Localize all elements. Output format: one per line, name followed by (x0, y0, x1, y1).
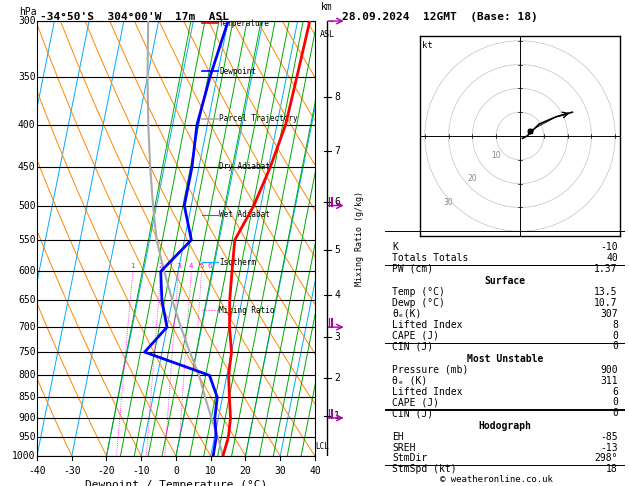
Text: 0: 0 (612, 330, 618, 341)
Text: 20: 20 (467, 174, 477, 183)
Text: Wet Adiabat: Wet Adiabat (219, 210, 270, 219)
Text: Hodograph: Hodograph (479, 421, 532, 431)
Text: 40: 40 (606, 253, 618, 263)
Text: 850: 850 (18, 392, 36, 402)
Text: 700: 700 (18, 322, 36, 332)
Text: ASL: ASL (320, 30, 335, 39)
Text: -30: -30 (63, 466, 81, 476)
Text: 300: 300 (18, 16, 36, 26)
Text: 8: 8 (612, 320, 618, 330)
Text: -20: -20 (97, 466, 115, 476)
Text: 307: 307 (600, 309, 618, 319)
Text: 1: 1 (131, 263, 135, 269)
Text: PW (cm): PW (cm) (392, 264, 433, 274)
Text: 500: 500 (18, 201, 36, 210)
Text: kt: kt (423, 41, 433, 50)
Text: Totals Totals: Totals Totals (392, 253, 469, 263)
Text: 298°: 298° (594, 453, 618, 464)
Text: 0: 0 (612, 342, 618, 351)
Text: 10: 10 (205, 466, 216, 476)
Text: 0: 0 (612, 408, 618, 418)
Text: 10.7: 10.7 (594, 298, 618, 308)
Text: 2: 2 (159, 263, 163, 269)
Text: StmSpd (kt): StmSpd (kt) (392, 464, 457, 474)
Text: Lifted Index: Lifted Index (392, 386, 463, 397)
Text: -34°50'S  304°00'W  17m  ASL: -34°50'S 304°00'W 17m ASL (40, 12, 229, 22)
Text: Dewp (°C): Dewp (°C) (392, 298, 445, 308)
Text: 650: 650 (18, 295, 36, 305)
Text: CIN (J): CIN (J) (392, 408, 433, 418)
Text: 8: 8 (334, 92, 340, 102)
Text: Lifted Index: Lifted Index (392, 320, 463, 330)
Text: 350: 350 (18, 72, 36, 82)
Text: 6: 6 (612, 386, 618, 397)
Text: 0: 0 (612, 398, 618, 407)
Text: Surface: Surface (484, 276, 526, 286)
Text: Pressure (mb): Pressure (mb) (392, 365, 469, 375)
Text: StmDir: StmDir (392, 453, 428, 464)
Text: Most Unstable: Most Unstable (467, 354, 543, 364)
Text: 40: 40 (309, 466, 321, 476)
Text: -85: -85 (600, 432, 618, 442)
Text: 6: 6 (334, 197, 340, 207)
Text: Temperature: Temperature (219, 18, 270, 28)
Text: 30: 30 (274, 466, 286, 476)
Text: 900: 900 (18, 413, 36, 423)
Text: 3: 3 (334, 332, 340, 342)
Text: 1000: 1000 (12, 451, 36, 461)
Text: 550: 550 (18, 235, 36, 245)
Text: CAPE (J): CAPE (J) (392, 398, 439, 407)
Text: -40: -40 (28, 466, 46, 476)
Text: K: K (392, 242, 398, 252)
Text: 900: 900 (600, 365, 618, 375)
Text: 4: 4 (189, 263, 194, 269)
Text: CAPE (J): CAPE (J) (392, 330, 439, 341)
Text: 400: 400 (18, 120, 36, 130)
Text: Mixing Ratio (g/kg): Mixing Ratio (g/kg) (355, 191, 364, 286)
Text: Mixing Ratio: Mixing Ratio (219, 306, 275, 315)
Text: hPa: hPa (19, 7, 36, 17)
Text: 30: 30 (443, 198, 454, 207)
Text: 7: 7 (334, 146, 340, 156)
Text: 3: 3 (176, 263, 181, 269)
Text: 10: 10 (491, 151, 501, 159)
Text: LCL: LCL (316, 442, 330, 451)
Text: -10: -10 (600, 242, 618, 252)
Text: 5: 5 (334, 245, 340, 255)
Text: -10: -10 (133, 466, 150, 476)
Text: Dewpoint: Dewpoint (219, 67, 256, 75)
Text: θₑ (K): θₑ (K) (392, 376, 428, 386)
Text: 600: 600 (18, 266, 36, 277)
Text: 750: 750 (18, 347, 36, 357)
Text: 0: 0 (173, 466, 179, 476)
Text: 5: 5 (199, 263, 204, 269)
Text: 1.37: 1.37 (594, 264, 618, 274)
Text: Temp (°C): Temp (°C) (392, 287, 445, 297)
Text: CIN (J): CIN (J) (392, 342, 433, 351)
Text: 1: 1 (334, 411, 340, 421)
Text: 950: 950 (18, 433, 36, 442)
Text: © weatheronline.co.uk: © weatheronline.co.uk (440, 474, 554, 484)
Text: θₑ(K): θₑ(K) (392, 309, 421, 319)
Text: -13: -13 (600, 443, 618, 452)
Text: 18: 18 (606, 464, 618, 474)
Text: 450: 450 (18, 162, 36, 173)
Text: Parcel Trajectory: Parcel Trajectory (219, 114, 298, 123)
Text: 28.09.2024  12GMT  (Base: 18): 28.09.2024 12GMT (Base: 18) (342, 12, 538, 22)
Text: 2: 2 (334, 373, 340, 382)
Text: Dry Adiabat: Dry Adiabat (219, 162, 270, 171)
Text: 4: 4 (334, 290, 340, 300)
Text: 311: 311 (600, 376, 618, 386)
Text: 800: 800 (18, 370, 36, 381)
Text: km: km (321, 2, 333, 12)
Text: Isotherm: Isotherm (219, 258, 256, 267)
Text: SREH: SREH (392, 443, 416, 452)
Text: 20: 20 (240, 466, 252, 476)
Text: Dewpoint / Temperature (°C): Dewpoint / Temperature (°C) (85, 480, 267, 486)
Text: 13.5: 13.5 (594, 287, 618, 297)
Text: 6: 6 (208, 263, 213, 269)
Text: EH: EH (392, 432, 404, 442)
